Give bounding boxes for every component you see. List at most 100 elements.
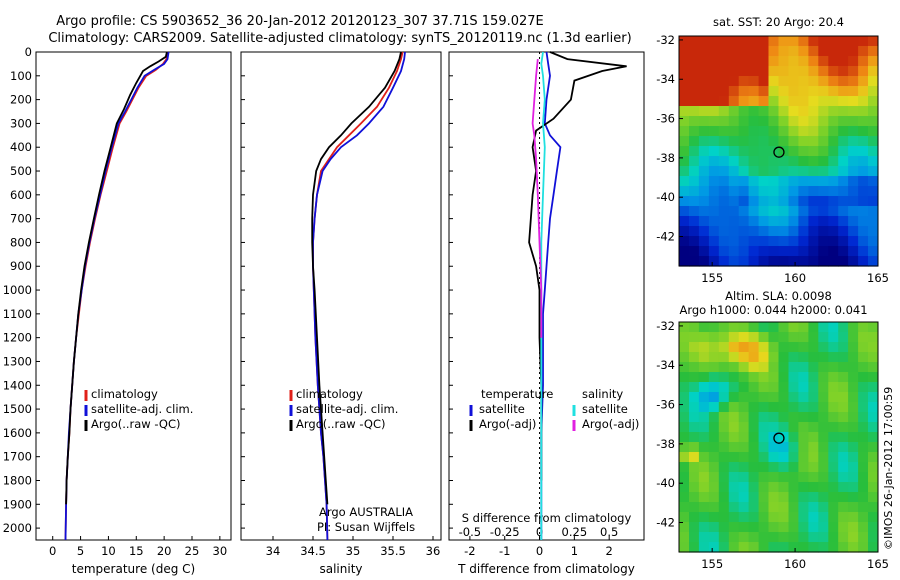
heatmap-cell (828, 412, 839, 423)
heatmap-cell (728, 166, 740, 177)
heatmap-cell (788, 342, 799, 353)
x-axis-label: temperature (deg C) (72, 562, 195, 576)
heatmap-cell (848, 256, 859, 267)
heatmap-cell (768, 532, 779, 543)
heatmap-cell (868, 512, 879, 523)
heatmap-cell (679, 66, 690, 77)
annotation-project: Argo AUSTRALIA (319, 505, 413, 519)
x-axis-top-label: S difference from climatology (462, 511, 632, 525)
heatmap-cell (718, 106, 730, 117)
map-y-tick-label: -32 (656, 319, 675, 333)
x-tick-label: -2 (464, 544, 475, 558)
top-tick-label: 0.5 (600, 525, 618, 539)
heatmap-cell (788, 56, 799, 67)
annotation-pi: PI: Susan Wijffels (317, 520, 415, 534)
heatmap-cell (738, 56, 750, 67)
heatmap-cell (788, 492, 799, 503)
heatmap-cell (808, 66, 819, 77)
y-tick-label: 1800 (3, 473, 32, 487)
heatmap-cell (758, 226, 770, 237)
heatmap-cell (698, 256, 710, 267)
heatmap-cell (808, 186, 819, 197)
heatmap-cell (848, 156, 859, 167)
heatmap-cell (689, 256, 700, 267)
heatmap-cell (758, 362, 770, 373)
heatmap-cell (848, 332, 859, 343)
heatmap-cell (798, 236, 809, 247)
heatmap-cell (679, 256, 690, 267)
heatmap-cell (698, 66, 710, 77)
heatmap-cell (788, 532, 799, 543)
heatmap-cell (798, 472, 809, 483)
heatmap-cell (848, 106, 859, 117)
heatmap-cell (758, 522, 770, 533)
heatmap-cell (868, 522, 879, 533)
heatmap-cell (758, 116, 770, 127)
heatmap-cell (718, 512, 730, 523)
heatmap-cell (708, 462, 720, 473)
heatmap-cell (698, 392, 710, 403)
heatmap-cell (748, 86, 760, 97)
heatmap-cell (788, 512, 799, 523)
heatmap-cell (788, 36, 799, 47)
heatmap-cell (738, 86, 750, 97)
heatmap-cell (728, 256, 740, 267)
heatmap-cell (868, 352, 879, 363)
heatmap-cell (838, 56, 849, 67)
heatmap-cell (858, 522, 869, 533)
heatmap-cell (818, 362, 829, 373)
heatmap-cell (689, 322, 700, 333)
heatmap-cell (708, 226, 720, 237)
heatmap-cell (738, 36, 750, 47)
heatmap-cell (748, 392, 760, 403)
heatmap-cell (679, 492, 690, 503)
series-line-4 (531, 59, 543, 338)
heatmap-cell (718, 422, 730, 433)
legend-group-title: salinity (582, 387, 623, 401)
heatmap-cell (808, 206, 819, 217)
heatmap-cell (858, 402, 869, 413)
heatmap-cell (728, 322, 740, 333)
heatmap-cell (708, 372, 720, 383)
heatmap-cell (778, 362, 789, 373)
heatmap-cell (689, 472, 700, 483)
legend-label: satellite-adj. clim. (296, 402, 398, 416)
heatmap-cell (858, 392, 869, 403)
heatmap-cell (728, 106, 740, 117)
heatmap-cell (748, 96, 760, 107)
map-y-tick-label: -40 (656, 476, 675, 490)
legend-label: Argo(-adj) (582, 417, 639, 431)
heatmap-cell (698, 86, 710, 97)
heatmap-cell (788, 246, 799, 257)
heatmap-cell (758, 96, 770, 107)
heatmap-cell (828, 382, 839, 393)
heatmap-cell (748, 492, 760, 503)
heatmap-cell (679, 206, 690, 217)
heatmap-cell (848, 442, 859, 453)
heatmap-cell (698, 472, 710, 483)
heatmap-cell (868, 76, 879, 87)
heatmap-cell (798, 186, 809, 197)
heatmap-cell (748, 46, 760, 57)
heatmap-cell (788, 206, 799, 217)
heatmap-cell (788, 482, 799, 493)
heatmap-cell (778, 116, 789, 127)
heatmap-cell (738, 502, 750, 513)
heatmap-cell (698, 36, 710, 47)
heatmap-cell (768, 412, 779, 423)
heatmap-cell (838, 392, 849, 403)
heatmap-cell (818, 402, 829, 413)
heatmap-cell (689, 136, 700, 147)
heatmap-cell (828, 116, 839, 127)
heatmap-cell (718, 176, 730, 187)
heatmap-cell (808, 542, 819, 553)
heatmap-cell (698, 246, 710, 257)
heatmap-cell (838, 126, 849, 137)
heatmap-cell (738, 136, 750, 147)
heatmap-cell (868, 56, 879, 67)
heatmap-cell (689, 196, 700, 207)
heatmap-cell (848, 36, 859, 47)
heatmap-cell (679, 532, 690, 543)
heatmap-cell (848, 236, 859, 247)
heatmap-cell (818, 96, 829, 107)
